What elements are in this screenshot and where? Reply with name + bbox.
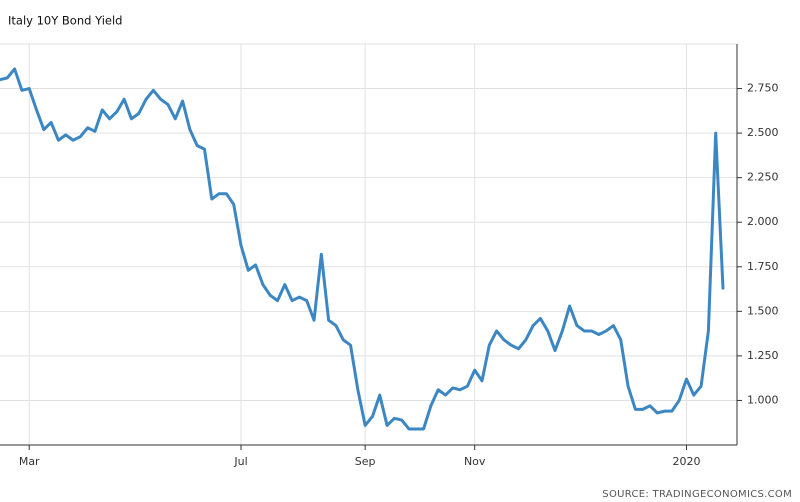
- x-tick-label: Nov: [464, 455, 486, 468]
- y-tick-label: 2.250: [747, 171, 779, 184]
- source-note: SOURCE: TRADINGECONOMICS.COM: [602, 489, 792, 500]
- y-tick-label: 2.500: [747, 126, 779, 139]
- y-tick-label: 1.000: [747, 393, 779, 406]
- x-tick-label: Jul: [233, 455, 247, 468]
- y-tick-label: 2.750: [747, 82, 779, 95]
- x-tick-label: 2020: [672, 455, 700, 468]
- y-tick-label: 1.500: [747, 304, 779, 317]
- x-tick-label: Sep: [355, 455, 376, 468]
- chart-title: Italy 10Y Bond Yield: [8, 14, 122, 28]
- data-line: [0, 67, 725, 431]
- y-tick-label: 1.750: [747, 260, 779, 273]
- x-tick-label: Mar: [19, 455, 40, 468]
- y-tick-label: 1.250: [747, 349, 779, 362]
- y-tick-label: 2.000: [747, 215, 779, 228]
